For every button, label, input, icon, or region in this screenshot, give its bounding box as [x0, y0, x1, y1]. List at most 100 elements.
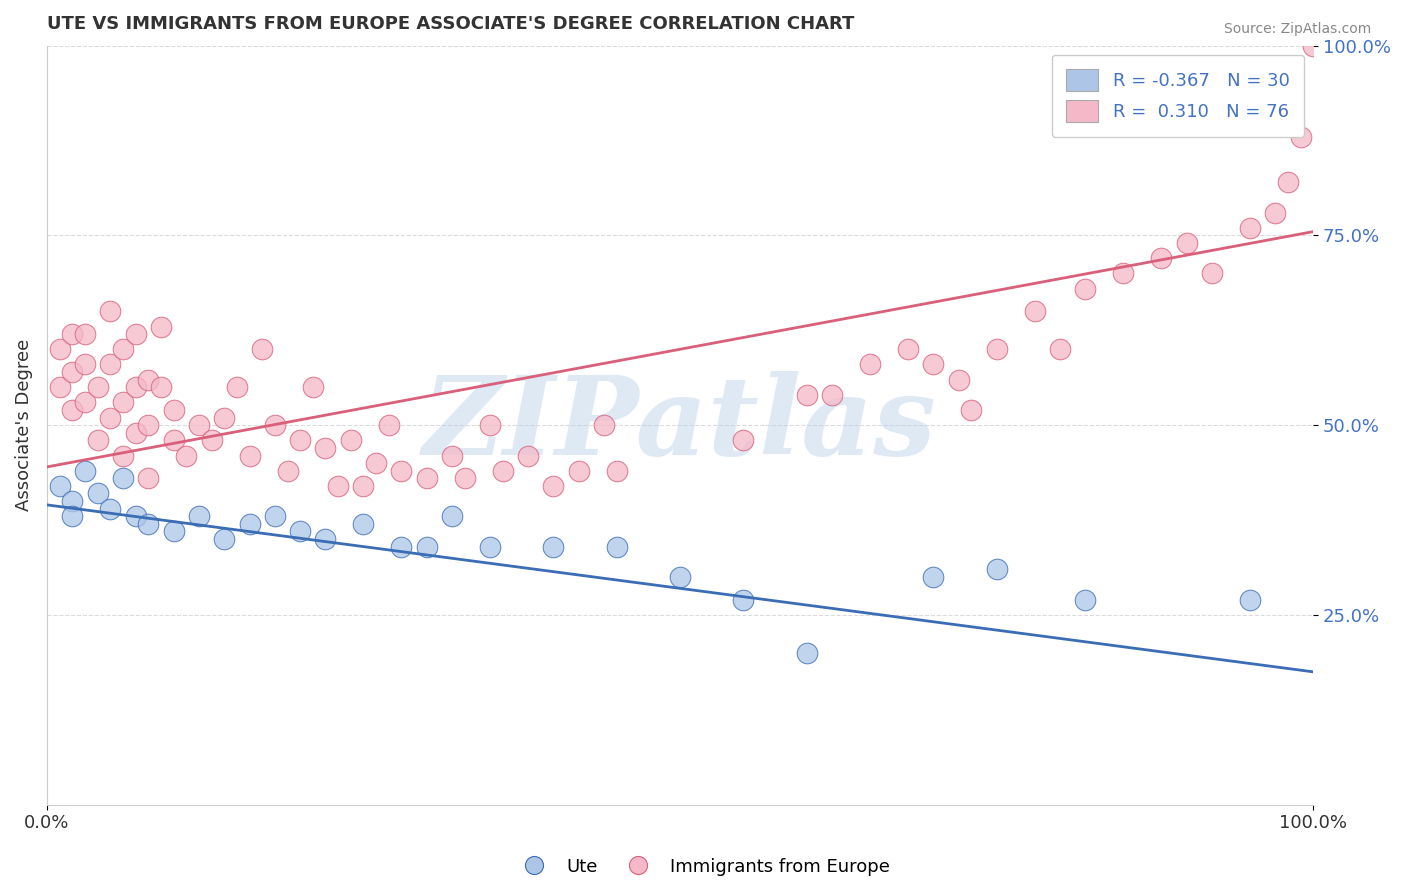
Point — [796, 388, 818, 402]
Point — [1289, 129, 1312, 144]
Point — [543, 540, 565, 554]
Point — [479, 418, 502, 433]
Point — [86, 434, 108, 448]
Point — [187, 509, 209, 524]
Point — [98, 304, 121, 318]
Point — [98, 358, 121, 372]
Point — [328, 479, 350, 493]
Legend: R = -0.367   N = 30, R =  0.310   N = 76: R = -0.367 N = 30, R = 0.310 N = 76 — [1052, 54, 1305, 136]
Text: ZIPatlas: ZIPatlas — [423, 371, 936, 479]
Point — [1024, 304, 1046, 318]
Point — [922, 570, 945, 584]
Point — [136, 471, 159, 485]
Point — [136, 418, 159, 433]
Point — [1277, 114, 1299, 128]
Point — [263, 418, 285, 433]
Point — [1239, 592, 1261, 607]
Point — [60, 509, 83, 524]
Point — [111, 395, 134, 409]
Point — [416, 471, 439, 485]
Point — [48, 479, 70, 493]
Point — [454, 471, 477, 485]
Point — [212, 410, 235, 425]
Point — [238, 449, 260, 463]
Point — [441, 509, 464, 524]
Point — [250, 343, 273, 357]
Point — [124, 380, 146, 394]
Point — [200, 434, 222, 448]
Text: UTE VS IMMIGRANTS FROM EUROPE ASSOCIATE'S DEGREE CORRELATION CHART: UTE VS IMMIGRANTS FROM EUROPE ASSOCIATE'… — [46, 15, 855, 33]
Point — [124, 425, 146, 440]
Legend: Ute, Immigrants from Europe: Ute, Immigrants from Europe — [509, 851, 897, 883]
Point — [225, 380, 247, 394]
Point — [1150, 251, 1173, 265]
Point — [353, 516, 375, 531]
Point — [48, 380, 70, 394]
Point — [1074, 281, 1097, 295]
Point — [606, 540, 628, 554]
Point — [1201, 266, 1223, 280]
Point — [187, 418, 209, 433]
Point — [391, 464, 413, 478]
Point — [796, 646, 818, 660]
Point — [1239, 220, 1261, 235]
Point — [366, 456, 388, 470]
Point — [136, 373, 159, 387]
Point — [162, 403, 184, 417]
Point — [543, 479, 565, 493]
Point — [986, 343, 1008, 357]
Text: Source: ZipAtlas.com: Source: ZipAtlas.com — [1223, 22, 1371, 37]
Point — [1277, 175, 1299, 189]
Point — [301, 380, 323, 394]
Point — [60, 494, 83, 508]
Point — [391, 540, 413, 554]
Point — [669, 570, 692, 584]
Point — [353, 479, 375, 493]
Point — [48, 343, 70, 357]
Point — [149, 380, 172, 394]
Point — [593, 418, 616, 433]
Point — [238, 516, 260, 531]
Point — [568, 464, 591, 478]
Point — [733, 434, 755, 448]
Point — [60, 327, 83, 342]
Point — [288, 434, 311, 448]
Point — [517, 449, 540, 463]
Point — [73, 395, 96, 409]
Point — [1264, 205, 1286, 219]
Point — [111, 471, 134, 485]
Point — [416, 540, 439, 554]
Point — [136, 516, 159, 531]
Point — [124, 327, 146, 342]
Point — [492, 464, 515, 478]
Point — [98, 410, 121, 425]
Point — [315, 441, 337, 455]
Point — [1175, 235, 1198, 250]
Point — [98, 501, 121, 516]
Point — [86, 486, 108, 500]
Point — [1112, 266, 1135, 280]
Point — [606, 464, 628, 478]
Point — [263, 509, 285, 524]
Point — [60, 365, 83, 379]
Point — [111, 343, 134, 357]
Point — [111, 449, 134, 463]
Point — [479, 540, 502, 554]
Y-axis label: Associate's Degree: Associate's Degree — [15, 339, 32, 511]
Point — [162, 434, 184, 448]
Point — [162, 524, 184, 539]
Point — [276, 464, 298, 478]
Point — [441, 449, 464, 463]
Point — [1302, 38, 1324, 53]
Point — [149, 319, 172, 334]
Point — [174, 449, 197, 463]
Point — [859, 358, 882, 372]
Point — [124, 509, 146, 524]
Point — [986, 562, 1008, 576]
Point — [73, 358, 96, 372]
Point — [73, 327, 96, 342]
Point — [960, 403, 983, 417]
Point — [821, 388, 844, 402]
Point — [73, 464, 96, 478]
Point — [733, 592, 755, 607]
